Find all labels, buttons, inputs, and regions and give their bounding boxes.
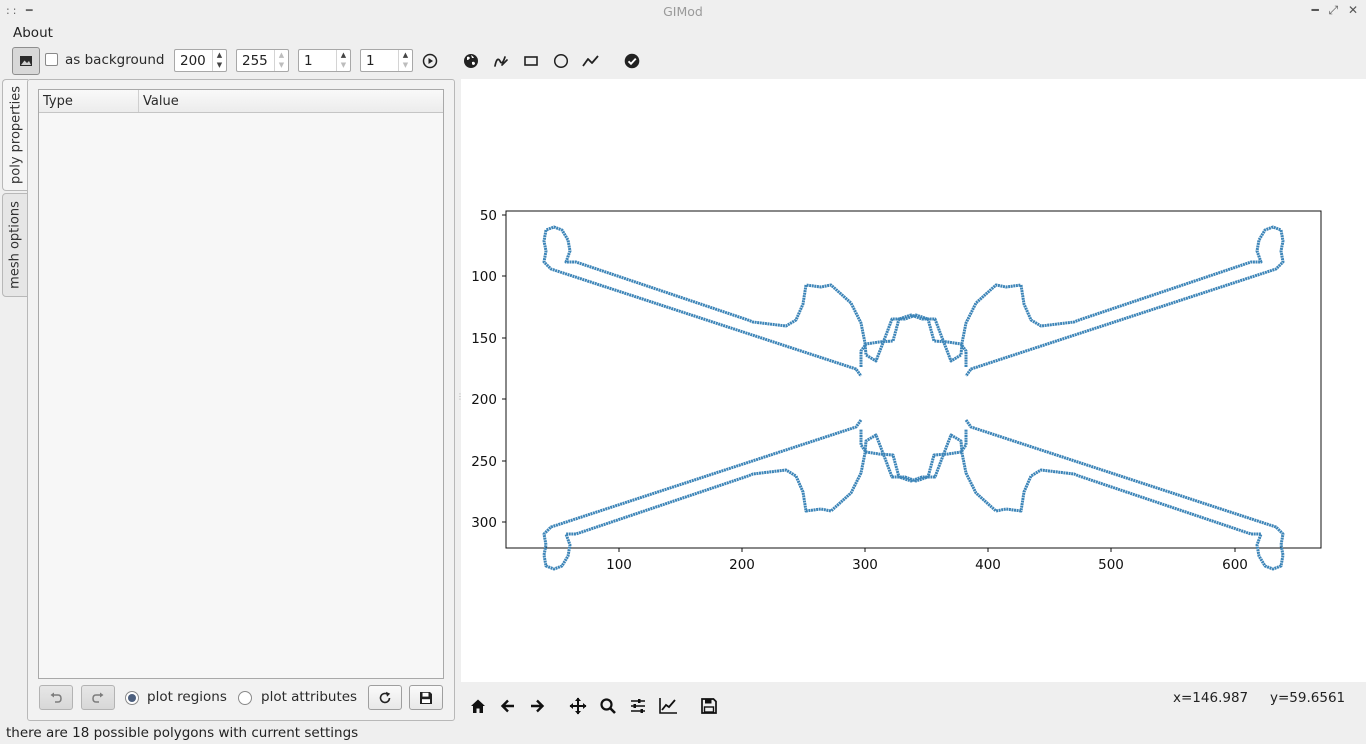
x-tick-label: 600: [1222, 557, 1248, 573]
edit-axis-icon[interactable]: [658, 696, 678, 716]
globe-icon[interactable]: [461, 51, 481, 71]
y-tick-label: 100: [471, 269, 497, 285]
as-background-checkbox[interactable]: [45, 53, 58, 66]
status-bar: there are 18 possible polygons with curr…: [0, 723, 1366, 744]
x-coordinate-readout: x=146.987: [1173, 690, 1249, 706]
x-tick-label: 100: [606, 557, 632, 573]
menu-about-label: About: [13, 25, 53, 41]
home-icon[interactable]: [468, 696, 488, 716]
title-bar: :: ━ GIMod ━ ⤢ ✕: [0, 0, 1366, 24]
y-tick-label: 250: [471, 454, 497, 470]
rectangle-icon[interactable]: [521, 51, 541, 71]
spin-box-3-value: 1: [304, 53, 313, 69]
plot-attributes-label: plot attributes: [261, 689, 358, 705]
close-icon[interactable]: ✕: [1347, 3, 1358, 17]
y-coordinate-readout: y=59.6561: [1270, 690, 1346, 706]
zoom-icon[interactable]: [598, 696, 618, 716]
spin-box-4-value: 1: [366, 53, 375, 69]
pan-icon[interactable]: [568, 696, 588, 716]
spin-box-2[interactable]: 255 ▲ ▼: [236, 49, 289, 72]
save-button[interactable]: [409, 685, 443, 710]
tab-poly-properties-label: poly properties: [8, 86, 23, 184]
circle-icon[interactable]: [551, 51, 571, 71]
spin-box-2-value: 255: [242, 53, 268, 69]
y-tick-label: 150: [471, 331, 497, 347]
column-value[interactable]: Value: [143, 94, 179, 109]
menu-about[interactable]: About: [13, 25, 53, 41]
menu-bar: About: [0, 24, 1366, 44]
undo-icon: [50, 692, 62, 703]
status-message: there are 18 possible polygons with curr…: [6, 725, 359, 741]
y-tick-label: 200: [471, 392, 497, 408]
axes-frame: [505, 210, 1322, 549]
polyline-icon[interactable]: [581, 51, 601, 71]
polygon-segment-2: [859, 225, 1285, 377]
spin-box-1-arrows[interactable]: ▲ ▼: [212, 50, 226, 71]
spin-box-3-arrows[interactable]: ▲ ▼: [336, 50, 350, 71]
image-button[interactable]: [12, 47, 40, 75]
freehand-icon[interactable]: [491, 51, 511, 71]
minimize-icon[interactable]: ━: [1311, 3, 1319, 17]
spin-box-2-arrows[interactable]: ▲ ▼: [274, 50, 288, 71]
refresh-button[interactable]: [368, 685, 402, 710]
y-tick-label: 300: [471, 515, 497, 531]
plot-canvas[interactable]: 100 200 300 400 500 600 50 100 150 200 250 300: [461, 79, 1366, 682]
polygon-segment-4: [542, 419, 968, 571]
spin-box-4[interactable]: 1 ▲ ▼: [360, 49, 413, 72]
y-tick-label: 50: [480, 208, 497, 224]
toolbar: as background 200 ▲ ▼ 255 ▲ ▼ 1 ▲ ▼ 1 ▲ ▼: [0, 45, 1366, 77]
spin-box-3[interactable]: 1 ▲ ▼: [298, 49, 351, 72]
undo-button[interactable]: [39, 685, 73, 710]
x-tick-label: 300: [852, 557, 878, 573]
polygon-segment-1: [542, 225, 968, 377]
back-icon[interactable]: [498, 696, 518, 716]
window-title: GIMod: [663, 4, 703, 19]
polygon-segment-3: [859, 419, 1285, 571]
plot-navigation-toolbar: x=146.987 y=59.6561: [461, 683, 1366, 723]
x-tick-label: 500: [1098, 557, 1124, 573]
x-tick-label: 400: [975, 557, 1001, 573]
spin-box-1[interactable]: 200 ▲ ▼: [174, 49, 227, 72]
check-icon[interactable]: [622, 51, 642, 71]
poly-properties-panel: Type Value plot regions plot attributes: [27, 79, 455, 721]
table-header: Type Value: [39, 90, 443, 113]
y-axis: 50 100 150 200 250 300: [471, 208, 506, 531]
splitter-handle[interactable]: ⋮: [456, 392, 464, 401]
tab-poly-properties[interactable]: poly properties: [2, 79, 28, 191]
maximize-icon[interactable]: ⤢: [1328, 3, 1339, 17]
plot-attributes-radio[interactable]: [238, 691, 252, 705]
redo-icon: [92, 692, 104, 703]
x-axis: 100 200 300 400 500 600: [606, 548, 1248, 573]
save-figure-icon[interactable]: [699, 696, 719, 716]
tab-mesh-options-label: mesh options: [7, 201, 23, 289]
configure-subplots-icon[interactable]: [628, 696, 648, 716]
x-tick-label: 200: [729, 557, 755, 573]
spin-box-4-arrows[interactable]: ▲ ▼: [398, 50, 412, 71]
properties-table[interactable]: Type Value: [38, 89, 444, 679]
column-type[interactable]: Type: [39, 90, 139, 112]
image-icon: [20, 56, 32, 66]
refresh-icon: [379, 691, 391, 703]
forward-icon[interactable]: [527, 696, 547, 716]
plot-regions-radio[interactable]: [125, 691, 139, 705]
spin-box-1-value: 200: [180, 53, 206, 69]
polygon-outline: [542, 225, 1285, 571]
redo-button[interactable]: [81, 685, 115, 710]
window-controls: ━ ⤢ ✕: [1305, 3, 1358, 18]
tab-mesh-options[interactable]: mesh options: [2, 193, 28, 297]
as-background-label: as background: [65, 52, 165, 68]
plot-svg: 100 200 300 400 500 600 50 100 150 200 250 300: [471, 208, 1322, 573]
plot-regions-label: plot regions: [147, 689, 227, 705]
play-icon[interactable]: [420, 51, 440, 71]
save-icon: [420, 691, 432, 704]
window-menu-icon[interactable]: :: ━: [6, 4, 36, 17]
